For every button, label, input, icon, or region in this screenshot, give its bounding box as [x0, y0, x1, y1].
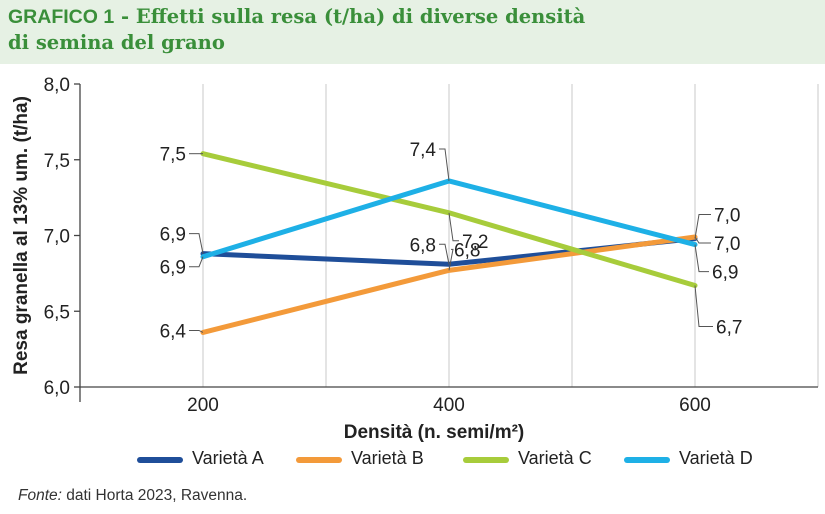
- data-label: 7,5: [160, 145, 186, 166]
- legend-label-varieta-a: Varietà A: [192, 448, 264, 468]
- chart-title: GRAFICO 1 - Effetti sulla resa (t/ha) di…: [8, 4, 808, 56]
- legend-swatch-varieta-d: [624, 457, 670, 463]
- source-note: Fonte: dati Horta 2023, Ravenna.: [18, 487, 247, 505]
- title-text: - Effetti sulla resa (t/ha) di diverse d…: [114, 5, 586, 28]
- data-label: 7,0: [714, 234, 740, 255]
- data-label: 6,8: [454, 240, 480, 261]
- y-tick-label: 8,0: [44, 75, 70, 96]
- legend: Varietà A Varietà B Varietà C Varietà D: [0, 446, 825, 474]
- data-label: 6,4: [160, 321, 187, 342]
- data-label-leader: [189, 329, 204, 333]
- legend-swatch-varieta-a: [137, 457, 183, 463]
- x-tick-label: 200: [187, 395, 219, 416]
- data-label-leader: [448, 212, 459, 242]
- data-label-leader: [439, 148, 450, 182]
- legend-swatch-varieta-c: [463, 457, 509, 463]
- title-banner: [0, 0, 825, 64]
- title-line-2: di semina del grano: [8, 31, 225, 54]
- y-tick-label: 6,0: [44, 378, 70, 399]
- data-label: 7,4: [410, 140, 437, 161]
- data-label: 6,8: [410, 235, 436, 256]
- data-label-leader: [694, 244, 709, 273]
- line-chart: 6,0 6,5 7,0 7,5 8,0 200 400 600 Densità (n. semi…: [11, 75, 819, 443]
- legend-swatch-varieta-b: [296, 457, 342, 463]
- data-label-leader: [189, 256, 204, 268]
- x-tick-label: 400: [433, 395, 465, 416]
- legend-label-varieta-d: Varietà D: [679, 448, 753, 468]
- data-label: 7,2: [462, 232, 488, 253]
- figure-number: GRAFICO 1: [8, 6, 115, 28]
- source-label: Fonte:: [18, 487, 62, 504]
- legend-label-varieta-c: Varietà C: [518, 448, 592, 468]
- data-label-leader: [694, 285, 713, 327]
- data-label-leader: [189, 233, 204, 254]
- data-label: 6,7: [716, 317, 742, 338]
- data-label: 6,9: [160, 258, 186, 279]
- y-axis-title: Resa granella al 13% um. (t/ha): [11, 96, 32, 375]
- y-tick-label: 6,5: [44, 302, 70, 323]
- data-label: 6,9: [712, 263, 738, 284]
- source-text: dati Horta 2023, Ravenna.: [61, 487, 248, 504]
- legend-label-varieta-b: Varietà B: [351, 448, 424, 468]
- data-label-leader: [694, 214, 711, 239]
- x-tick-label: 600: [679, 395, 711, 416]
- y-tick-label: 7,5: [44, 151, 70, 172]
- data-label-leader: [694, 236, 711, 244]
- y-tick-label: 7,0: [44, 227, 70, 248]
- data-label: 7,0: [714, 206, 740, 227]
- data-label-leader: [439, 243, 450, 265]
- data-label: 6,9: [160, 225, 186, 246]
- x-axis-title: Densità (n. semi/m²): [344, 422, 525, 443]
- data-label-leader: [448, 248, 454, 271]
